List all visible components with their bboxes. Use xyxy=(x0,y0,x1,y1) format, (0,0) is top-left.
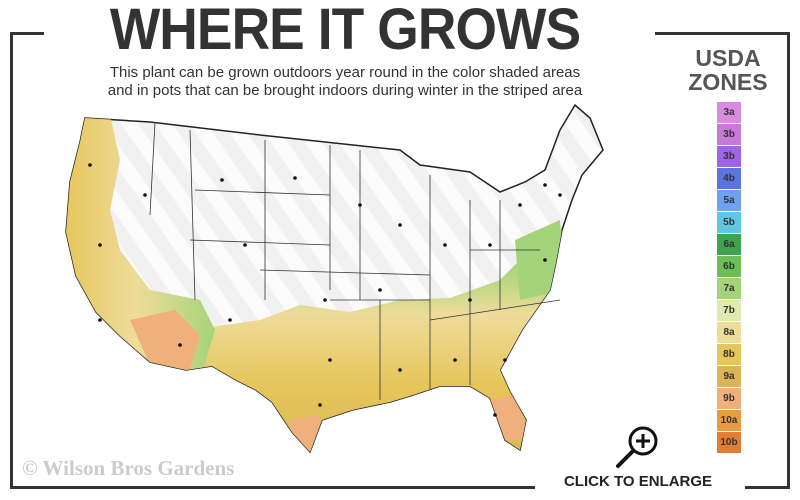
city-dot xyxy=(558,193,562,197)
city-dot xyxy=(228,318,232,322)
frame-bottom-left xyxy=(10,486,535,489)
city-dot xyxy=(503,358,507,362)
desert-zone xyxy=(130,310,200,370)
city-dot xyxy=(220,178,224,182)
copyright-watermark: © Wilson Bros Gardens xyxy=(22,456,235,480)
legend-title-line: ZONES xyxy=(688,69,768,95)
city-dot xyxy=(398,223,402,227)
legend-zone-7a: 7a xyxy=(717,278,741,299)
magnifier-plus-icon xyxy=(616,426,658,468)
page-title: WHERE IT GROWS xyxy=(109,0,581,62)
city-dot xyxy=(88,163,92,167)
city-dot xyxy=(468,298,472,302)
city-dot xyxy=(358,203,362,207)
city-dot xyxy=(443,243,447,247)
city-dot xyxy=(98,243,102,247)
city-dot xyxy=(318,403,322,407)
frame-bottom-right xyxy=(745,486,790,489)
city-dot xyxy=(243,243,247,247)
legend-zone-6a: 6a xyxy=(717,234,741,255)
legend-title-line: USDA xyxy=(695,45,761,71)
subtitle-line: This plant can be grown outdoors year ro… xyxy=(109,64,581,81)
frame-top-right xyxy=(655,32,790,35)
zone-legend: 3a 3b 3b 4b 5a 5b 6a 6b 7a 7b 8a 8b 9a 9b 10a 10b xyxy=(717,102,741,454)
legend-zone-8a: 8a xyxy=(717,322,741,343)
frame-left xyxy=(10,32,13,489)
legend-title: USDA ZONES xyxy=(678,46,778,94)
enlarge-label: CLICK TO ENLARGE xyxy=(563,473,713,490)
legend-zone-9b: 9b xyxy=(717,388,741,409)
subtitle-line: and in pots that can be brought indoors … xyxy=(107,82,583,99)
legend-zone-5b: 5b xyxy=(717,212,741,233)
city-dot xyxy=(378,288,382,292)
city-markers xyxy=(88,163,562,417)
frame-top-left xyxy=(10,32,44,35)
legend-zone-10a: 10a xyxy=(717,410,741,431)
city-dot xyxy=(453,358,457,362)
city-dot xyxy=(493,413,497,417)
legend-zone-8b: 8b xyxy=(717,344,741,365)
zone-shading xyxy=(66,110,603,452)
city-dot xyxy=(293,176,297,180)
legend-zone-9a: 9a xyxy=(717,366,741,387)
legend-zone-3a: 3a xyxy=(717,102,741,123)
state-borders xyxy=(149,121,561,400)
city-dot xyxy=(488,243,492,247)
legend-zone-4b: 4b xyxy=(717,168,741,189)
subtitle: This plant can be grown outdoors year ro… xyxy=(40,64,650,100)
legend-zone-3b: 3b xyxy=(717,146,741,167)
florida-zone xyxy=(490,395,530,440)
city-dot xyxy=(178,343,182,347)
legend-zone-5a: 5a xyxy=(717,190,741,211)
legend-zone-6b: 6b xyxy=(717,256,741,277)
click-to-enlarge-button[interactable]: CLICK TO ENLARGE xyxy=(543,424,733,494)
legend-zone-3b: 3b xyxy=(717,124,741,145)
legend-zone-10b: 10b xyxy=(717,432,741,453)
city-dot xyxy=(328,358,332,362)
frame-right xyxy=(787,32,790,489)
city-dot xyxy=(518,203,522,207)
city-dot xyxy=(323,298,327,302)
city-dot xyxy=(143,193,147,197)
city-dot xyxy=(543,258,547,262)
city-dot xyxy=(543,183,547,187)
city-dot xyxy=(398,368,402,372)
city-dot xyxy=(98,318,102,322)
legend-zone-7b: 7b xyxy=(717,300,741,321)
